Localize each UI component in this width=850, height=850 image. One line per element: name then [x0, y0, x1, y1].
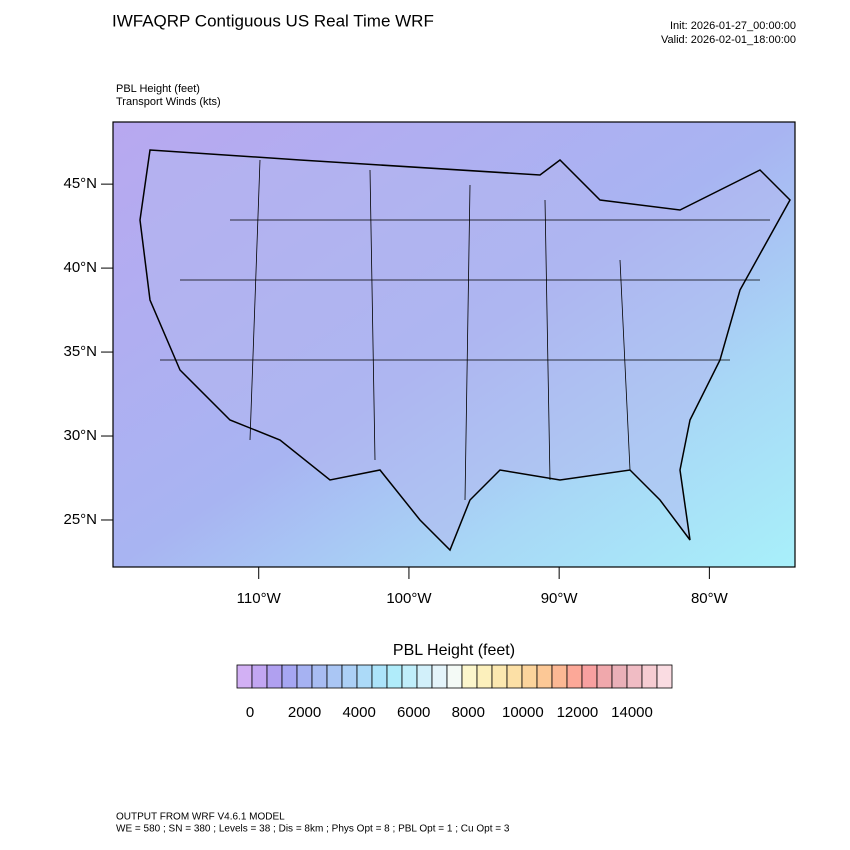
colorbar-box: [551, 664, 568, 689]
colorbar-box: [611, 664, 628, 689]
colorbar-box: [281, 664, 298, 689]
us-outline: [139, 149, 791, 552]
colorbar-box: [461, 664, 478, 689]
footer-line: OUTPUT FROM WRF V4.6.1 MODEL: [116, 812, 285, 823]
colorbar-box: [491, 664, 508, 689]
colorbar-tick-label: 12000: [557, 704, 599, 721]
title: IWFAQRP Contiguous US Real Time WRF: [112, 11, 434, 30]
x-tick-label: 110°W: [237, 590, 282, 607]
colorbar-tick-label: 14000: [611, 704, 653, 721]
x-tick-label: 100°W: [386, 590, 432, 607]
colorbar-box: [311, 664, 328, 689]
colorbar-box: [581, 664, 598, 689]
y-tick-label: 25°N: [63, 511, 97, 528]
colorbar-tick-label: 8000: [452, 704, 485, 721]
colorbar-box: [521, 664, 538, 689]
colorbar-tick-label: 2000: [288, 704, 321, 721]
colorbar-box: [386, 664, 403, 689]
colorbar-box: [596, 664, 613, 689]
colorbar-box: [476, 664, 493, 689]
colorbar-tick-label: 10000: [502, 704, 544, 721]
colorbar-box: [536, 664, 553, 689]
valid-time: Valid: 2026-02-01_18:00:00: [661, 34, 796, 46]
field-label: PBL Height (feet): [116, 83, 200, 95]
colorbar-box: [626, 664, 643, 689]
colorbar-box: [341, 664, 358, 689]
colorbar-box: [236, 664, 253, 689]
x-tick-label: 90°W: [541, 590, 579, 607]
y-tick-label: 40°N: [63, 259, 97, 276]
colorbar-box: [326, 664, 343, 689]
init-time: Init: 2026-01-27_00:00:00: [670, 20, 796, 32]
y-tick-label: 45°N: [63, 175, 97, 192]
colorbar-tick-label: 0: [246, 704, 254, 721]
colorbar-box: [266, 664, 283, 689]
footer-line: WE = 580 ; SN = 380 ; Levels = 38 ; Dis …: [116, 824, 510, 835]
colorbar-box: [251, 664, 268, 689]
colorbar-box: [566, 664, 583, 689]
colorbar-tick-label: 4000: [342, 704, 375, 721]
colorbar-box: [656, 664, 673, 689]
y-tick-label: 30°N: [63, 427, 97, 444]
state-borders: [160, 159, 770, 501]
colorbar-tick-label: 6000: [397, 704, 430, 721]
y-tick-label: 35°N: [63, 343, 97, 360]
colorbar-box: [356, 664, 373, 689]
colorbar-box: [416, 664, 433, 689]
colorbar-box: [296, 664, 313, 689]
colorbar-box: [446, 664, 463, 689]
colorbar-box: [371, 664, 388, 689]
map-frame: [112, 121, 796, 568]
colorbar-box: [401, 664, 418, 689]
map: [112, 121, 796, 568]
colorbar-box: [641, 664, 658, 689]
colorbar-box: [506, 664, 523, 689]
colorbar-box: [431, 664, 448, 689]
colorbar-title: PBL Height (feet): [393, 642, 515, 659]
field-label: Transport Winds (kts): [116, 96, 221, 108]
x-tick-label: 80°W: [691, 590, 729, 607]
